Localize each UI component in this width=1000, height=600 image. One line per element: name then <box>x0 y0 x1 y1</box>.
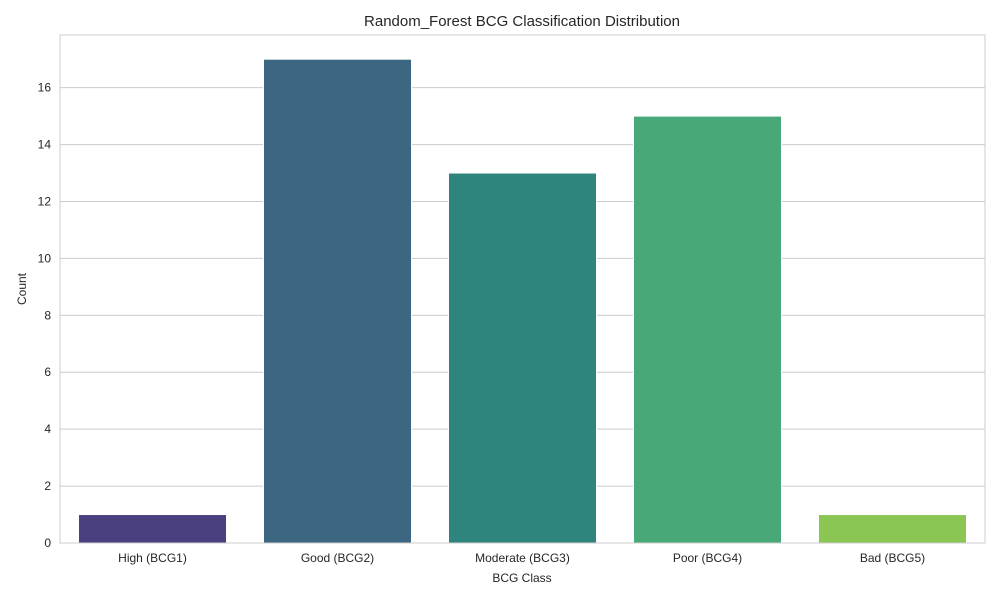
x-tick-label: Good (BCG2) <box>301 551 374 565</box>
bar <box>263 58 412 544</box>
x-tick-labels: High (BCG1) Good (BCG2) Moderate (BCG3) Poo… <box>118 551 925 565</box>
x-axis-label: BCG Class <box>492 571 551 585</box>
bar <box>448 172 597 544</box>
chart-title: Random_Forest BCG Classification Distrib… <box>364 13 680 30</box>
y-axis-label: Count <box>15 272 29 305</box>
bar <box>78 514 227 544</box>
y-tick-label: 8 <box>44 308 51 322</box>
x-tick-label: High (BCG1) <box>118 551 187 565</box>
bars <box>78 58 967 544</box>
y-tick-labels: 0 2 4 6 8 10 12 14 16 <box>38 81 52 550</box>
y-tick-label: 4 <box>44 422 51 436</box>
y-tick-label: 0 <box>44 536 51 550</box>
x-tick-label: Bad (BCG5) <box>860 551 925 565</box>
y-tick-label: 2 <box>44 479 51 493</box>
y-tick-label: 16 <box>38 81 52 95</box>
bar <box>633 115 782 544</box>
x-tick-label: Poor (BCG4) <box>673 551 742 565</box>
x-tick-label: Moderate (BCG3) <box>475 551 570 565</box>
plot-frame <box>59 34 986 544</box>
y-tick-label: 10 <box>38 251 52 265</box>
y-tick-label: 14 <box>38 138 52 152</box>
y-tick-label: 6 <box>44 365 51 379</box>
bar <box>818 514 967 544</box>
y-tick-label: 12 <box>38 194 52 208</box>
